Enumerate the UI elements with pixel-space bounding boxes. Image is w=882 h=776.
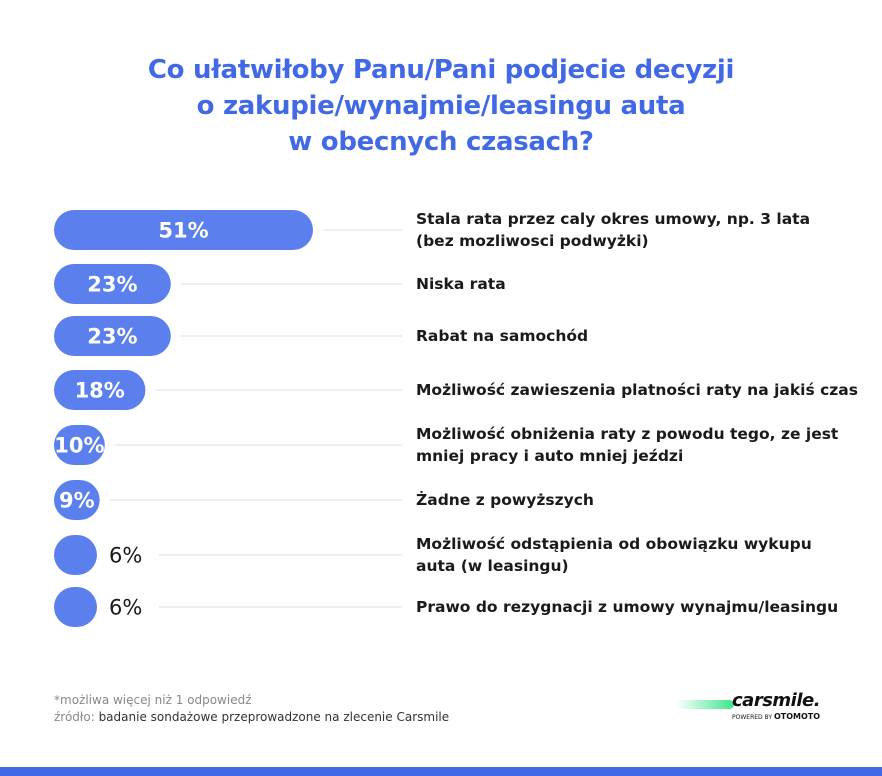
source-text: badanie sondażowe przeprowadzone na zlec… bbox=[98, 710, 450, 724]
chart-title: Co ułatwiłoby Panu/Pani podjecie decyzji… bbox=[0, 52, 882, 160]
category-label: Prawo do rezygnacji z umowy wynajmu/leas… bbox=[416, 598, 838, 616]
logo-swoosh-icon bbox=[676, 700, 734, 709]
category-label: Możliwość obniżenia raty z powodu tego, … bbox=[416, 425, 839, 443]
bar-chart: 51% Stala rata przez caly okres umowy, np… bbox=[54, 210, 858, 627]
category-label: mniej pracy i auto mniej jeździ bbox=[416, 447, 683, 465]
category-label: Możliwość zawieszenia platności raty na … bbox=[416, 381, 858, 399]
bar-value-label: 10% bbox=[54, 434, 104, 458]
bar-value-label: 6% bbox=[109, 596, 142, 620]
category-label: Rabat na samochód bbox=[416, 327, 588, 345]
bar bbox=[54, 587, 97, 627]
powered-by-text: POWERED BY bbox=[732, 714, 773, 721]
category-label: Niska rata bbox=[416, 275, 506, 293]
bar-value-label: 23% bbox=[87, 325, 137, 349]
bar-value-label: 51% bbox=[158, 219, 208, 243]
bar bbox=[54, 264, 171, 304]
bar bbox=[54, 210, 313, 250]
source-prefix: źródło: bbox=[54, 710, 95, 724]
bar bbox=[54, 480, 100, 520]
bar bbox=[54, 425, 105, 465]
footnote: *możliwa więcej niż 1 odpowiedź źródło: … bbox=[54, 692, 449, 726]
bar-value-label: 23% bbox=[87, 273, 137, 297]
bar bbox=[54, 316, 171, 356]
bar-value-label: 9% bbox=[59, 489, 95, 513]
category-label: (bez mozliwosci podwyżki) bbox=[416, 232, 649, 250]
title-line-3: w obecnych czasach? bbox=[288, 127, 594, 157]
bar bbox=[54, 370, 146, 410]
footnote-source: źródło: badanie sondażowe przeprowadzone… bbox=[54, 709, 449, 726]
category-label: Stala rata przez caly okres umowy, np. 3… bbox=[416, 210, 810, 228]
bar-value-label: 18% bbox=[75, 379, 125, 403]
logo-wordmark: carsmile. bbox=[732, 690, 821, 711]
bar bbox=[54, 535, 97, 575]
partner-brand: OTOMOTO bbox=[773, 712, 821, 721]
logo-powered-by: POWERED BY OTOMOTO bbox=[732, 712, 820, 721]
bottom-accent-bar bbox=[0, 767, 882, 776]
category-label: auta (w leasingu) bbox=[416, 557, 569, 575]
category-label: Żadne z powyższych bbox=[416, 490, 594, 509]
bar-value-label: 6% bbox=[109, 544, 142, 568]
carsmile-logo: carsmile. POWERED BY OTOMOTO bbox=[676, 690, 826, 728]
footnote-multiple-answers: *możliwa więcej niż 1 odpowiedź bbox=[54, 693, 252, 707]
title-line-2: o zakupie/wynajmie/leasingu auta bbox=[196, 91, 686, 121]
title-line-1: Co ułatwiłoby Panu/Pani podjecie decyzji bbox=[147, 55, 735, 85]
category-label: Możliwość odstąpienia od obowiązku wykup… bbox=[416, 535, 812, 553]
